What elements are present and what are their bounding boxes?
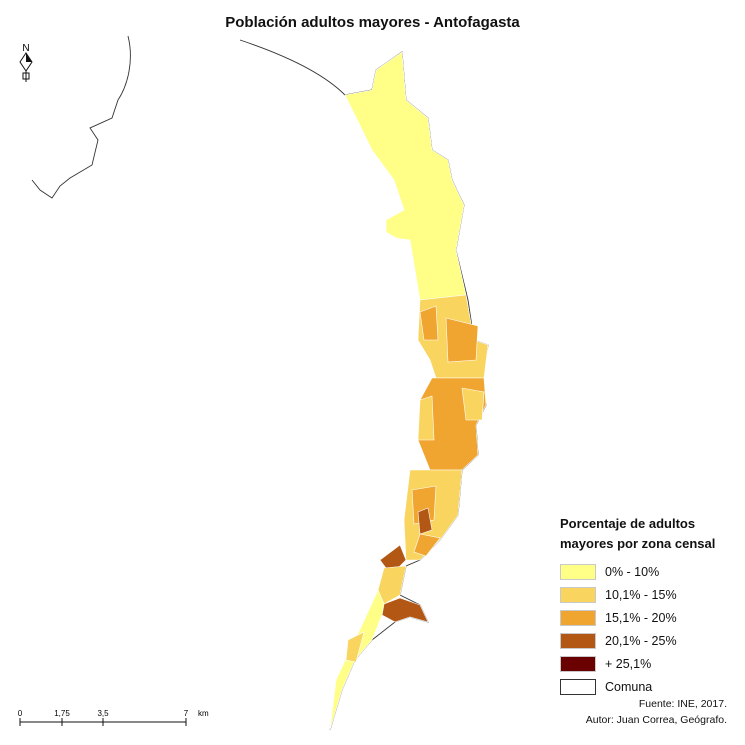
zone-lower-mid-c [413,533,441,557]
legend-label: Comuna [605,679,653,694]
legend-swatch [560,563,596,580]
source-credit: Fuente: INE, 2017. [638,698,727,710]
zone-mid-b [417,395,435,441]
zone-north [344,51,467,301]
north-arrow-icon: N [19,43,33,82]
north-arrow: N [14,40,38,88]
coastline-west [31,35,131,199]
legend-swatch [560,678,596,695]
legend-title-line1: Porcentaje de adultos [560,516,696,531]
census-zones [329,51,489,731]
zone-south [377,565,407,605]
author-credit: Autor: Juan Correa, Geógrafo. [585,714,727,726]
map-legend: Porcentaje de adultos mayores por zona c… [560,514,735,698]
zone-mid-upper-a [445,317,479,363]
legend-label: + 25,1% [605,656,652,671]
zone-lower-mid-b [417,507,433,535]
zone-south-point [381,597,429,623]
scale-tick-3: 7 [184,709,189,718]
legend-swatch [560,609,596,626]
scale-tick-2: 3,5 [97,709,109,718]
north-letter: N [22,43,29,54]
map-title: Población adultos mayores - Antofagasta [225,14,520,31]
scale-bar: 0 1,75 3,5 7 km [14,706,214,732]
legend-item: 10,1% - 15% [560,583,735,606]
scale-tick-1: 1,75 [54,709,70,718]
legend-title-line2: mayores por zona censal [560,536,716,551]
legend-swatch [560,632,596,649]
legend-label: 15,1% - 20% [605,610,677,625]
zone-far-south-a [345,631,365,663]
scale-unit: km [198,709,209,718]
legend-swatch [560,586,596,603]
map-credits: Fuente: INE, 2017. Autor: Juan Correa, G… [586,696,727,728]
legend-label: 20,1% - 25% [605,633,677,648]
zone-mid-a [461,387,485,421]
legend-item: 0% - 10% [560,560,735,583]
zone-far-south [329,589,385,731]
zone-mid-upper-b [419,305,439,341]
legend-label: 10,1% - 15% [605,587,677,602]
zone-south-dark [379,544,407,571]
legend-label: 0% - 10% [605,564,660,579]
legend-swatch [560,655,596,672]
legend-item: Comuna [560,675,735,698]
legend-title: Porcentaje de adultos mayores por zona c… [560,514,735,554]
legend-item: 15,1% - 20% [560,606,735,629]
scale-tick-0: 0 [18,709,23,718]
legend-item: + 25,1% [560,652,735,675]
legend-item: 20,1% - 25% [560,629,735,652]
